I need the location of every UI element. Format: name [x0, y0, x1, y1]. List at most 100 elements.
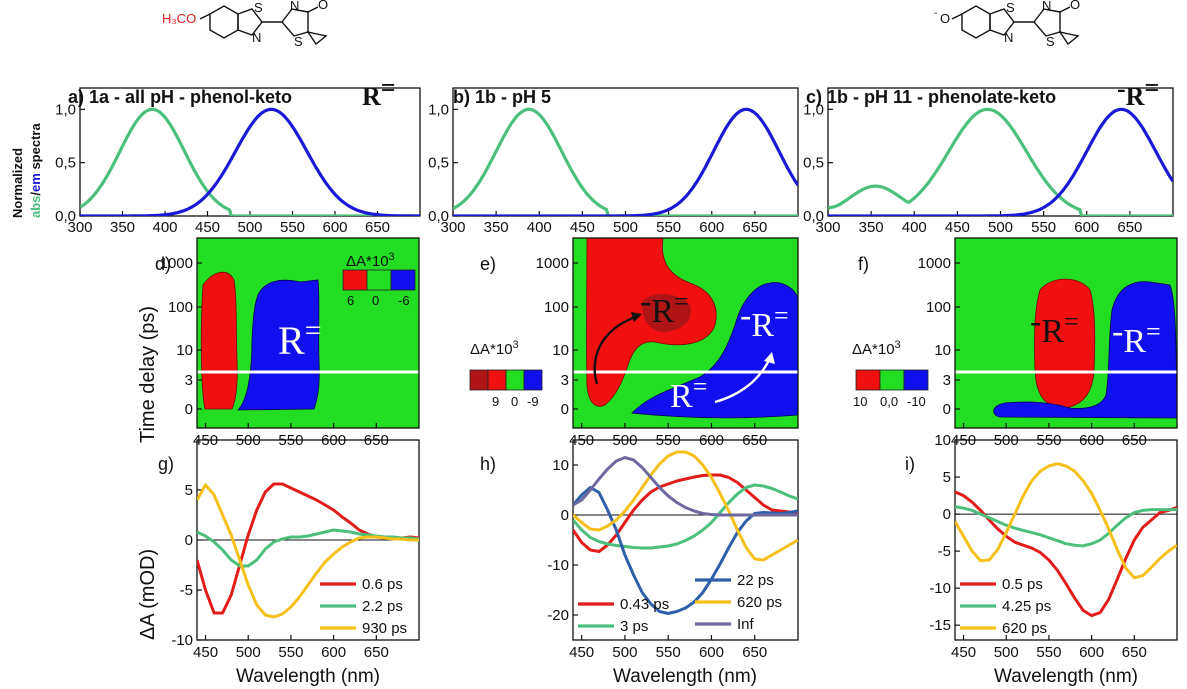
spec-c-xtick-label: 350: [859, 219, 884, 236]
atom-n-4: N: [1042, 0, 1051, 13]
map-f-ytick-label: 10: [934, 342, 951, 359]
trace-i-series-line: [955, 490, 1177, 618]
panel-i-label: i): [905, 454, 915, 474]
trace-i-legend-label: 620 ps: [1002, 620, 1047, 637]
spec-b-xtick-label: 350: [484, 219, 509, 236]
colorbar-f-tick-1: 10: [853, 394, 867, 409]
spectrum-panel-a: 300 350 400 450 500 550 600 650 0,0 0,5 1,0: [55, 87, 421, 236]
map-f-ytick-label: 1000: [918, 255, 951, 272]
trace-h-legend-label: 22 ps: [737, 572, 774, 589]
colorbar-e-tick-2: 0: [511, 394, 518, 409]
spec-b-ytick-label: 0,0: [428, 208, 449, 225]
atom-n-2: N: [290, 0, 299, 13]
spectrum-panel-c: 300 350 400 450 500 550 600 650 0,0 0,5 1,0: [803, 87, 1174, 236]
trace-i-xtick-label: 450: [951, 644, 976, 661]
trace-i-ytick-label: -5: [938, 543, 951, 560]
spec-a-xtick-label: 400: [152, 219, 177, 236]
trace-g-ytick-label: 0: [185, 532, 193, 549]
map-f-blue-region: [993, 281, 1178, 419]
trace-g-ytick-label: -5: [180, 582, 193, 599]
spec-a-xtick-label: 300: [67, 219, 92, 236]
map-d-ytick-label: 1000: [160, 255, 193, 272]
atom-s-1: S: [254, 0, 263, 15]
phenolate-charge: -: [934, 8, 937, 19]
trace-h-ytick-label: -20: [547, 607, 569, 624]
trace-i-ytick-label: 0: [943, 506, 951, 523]
map-e-ytick-label: 10: [552, 342, 569, 359]
map-d-ytick-label: 100: [168, 299, 193, 316]
map-d-blue-region: [237, 279, 320, 411]
trace-h-xtick-label: 600: [699, 644, 724, 661]
atom-s-4: S: [1046, 34, 1055, 49]
map-e-ytick-label: 3: [561, 372, 569, 389]
colorbar-f-tick-2: 0,0: [880, 394, 898, 409]
atom-n-1: N: [252, 30, 261, 45]
trace-h-legend-label: 620 ps: [737, 594, 782, 611]
map-f-red-region: [1034, 278, 1096, 409]
trace-h-ytick-label: -10: [547, 557, 569, 574]
spec-b-xtick-label: 400: [527, 219, 552, 236]
colorbar-d-title: ΔA*103: [346, 251, 395, 270]
trace-g-xtick-label: 500: [236, 644, 261, 661]
map-d-r-label: R=: [278, 314, 322, 363]
trace-h-legend-label: 0.43 ps: [620, 596, 669, 613]
trace-g-legend-label: 930 ps: [362, 620, 407, 637]
methoxy-substituent: H₃CO: [162, 11, 196, 26]
trace-h-series-line: [573, 473, 798, 553]
spec-c-xtick-label: 550: [1031, 219, 1056, 236]
trace-h-legend-label: 3 ps: [620, 618, 648, 635]
spec-a-ytick-label: 0,0: [55, 208, 76, 225]
spec-c-ytick-label: 0,5: [803, 155, 824, 172]
spec-a-ytick-label: 0,5: [55, 155, 76, 172]
map-e-black-arrow: [593, 314, 639, 385]
structure-phenolate-keto: - O S N N S O: [934, 0, 1080, 49]
spec-b-abs-curve: [453, 107, 798, 216]
spec-c-xtick-label: 450: [945, 219, 970, 236]
trace-h-series-line: [573, 450, 798, 562]
atom-s-3: S: [1006, 0, 1015, 15]
trace-h-xtick-label: 500: [612, 644, 637, 661]
map-e-darkred-region: [642, 293, 691, 332]
phenolate-oxygen: O: [940, 11, 950, 26]
panel-d-label: d): [155, 254, 171, 274]
spec-b-xtick-label: 650: [742, 219, 767, 236]
map-d-ytick-label: 0: [185, 401, 193, 418]
trace-g-ytick-label: -10: [171, 632, 193, 649]
trace-i-ytick-label: -15: [929, 617, 951, 634]
xlabel-h: Wavelength (nm): [613, 666, 757, 687]
panel-g-label: g): [158, 454, 174, 474]
colorbar-e-tick-1: 9: [492, 394, 499, 409]
map-d-red-region: [200, 271, 238, 410]
spectra-ylabel-normalized: Normalized: [10, 148, 25, 218]
trace-h-series-line: [573, 483, 798, 550]
spec-b-xtick-label: 550: [656, 219, 681, 236]
colorbar-d-tick-1: 6: [347, 293, 354, 308]
atom-o-1: O: [318, 0, 328, 12]
map-f-ytick-label: 3: [943, 372, 951, 389]
trace-h-series-line: [573, 486, 798, 615]
trace-i-xtick-label: 550: [1036, 644, 1061, 661]
trace-i-xtick-label: 500: [994, 644, 1019, 661]
panel-c-title: c) 1b - pH 11 - phenolate-keto: [806, 87, 1056, 107]
map-e-black-arrowhead: [631, 312, 642, 322]
trace-h-xtick-label: 650: [742, 644, 767, 661]
map-ylabel: Time delay (ps): [137, 306, 159, 443]
panel-c-symbol: -R=: [1117, 73, 1159, 111]
panel-f-label: f): [858, 254, 869, 274]
map-e-blue-bottom-label: R=: [670, 372, 707, 415]
trace-panel-h: 450 500 550 600 650 -20 -10 0 10 0.43 ps 3 ps 22 p…: [547, 439, 799, 661]
spec-c-ytick-label: 0,0: [803, 208, 824, 225]
panel-e-label: e): [480, 254, 496, 274]
trace-h-ytick-label: 10: [552, 457, 569, 474]
map-f-blue-label: -R=: [1112, 313, 1161, 360]
colorbar-d: ΔA*103 6 0 -6: [342, 251, 416, 308]
spec-b-ytick-label: 1,0: [428, 101, 449, 118]
map-f-ytick-label: 100: [926, 299, 951, 316]
trace-g-legend-label: 0.6 ps: [362, 576, 403, 593]
spec-b-xtick-label: 300: [440, 219, 465, 236]
panel-a-title: a) 1a - all pH - phenol-keto: [68, 87, 292, 107]
spec-a-abs-curve: [80, 107, 420, 216]
spec-c-xtick-label: 400: [902, 219, 927, 236]
panel-h-label: h): [480, 454, 496, 474]
